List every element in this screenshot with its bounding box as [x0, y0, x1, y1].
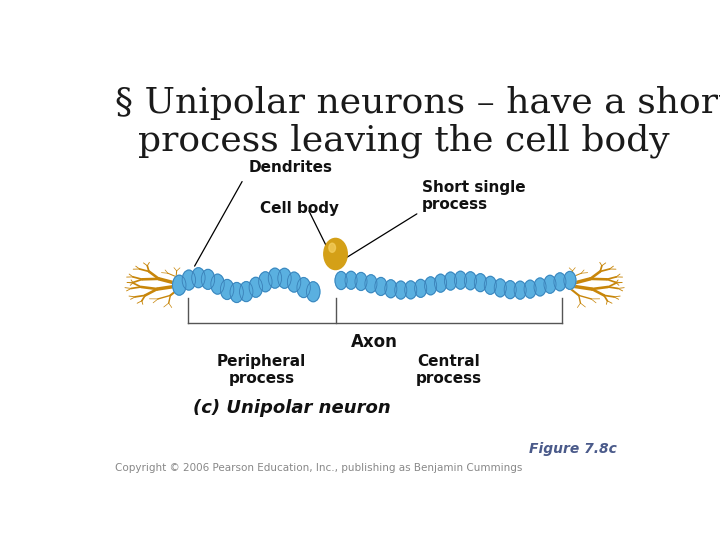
Ellipse shape	[355, 273, 367, 291]
Ellipse shape	[307, 282, 320, 302]
Ellipse shape	[485, 276, 496, 294]
Ellipse shape	[329, 243, 336, 252]
Ellipse shape	[384, 280, 397, 298]
Ellipse shape	[405, 281, 417, 299]
Ellipse shape	[474, 274, 487, 292]
Ellipse shape	[324, 238, 347, 269]
Ellipse shape	[173, 275, 186, 295]
Ellipse shape	[554, 273, 566, 291]
Ellipse shape	[415, 279, 427, 298]
Ellipse shape	[240, 282, 253, 301]
Ellipse shape	[345, 271, 357, 289]
Text: process leaving the cell body: process leaving the cell body	[115, 123, 670, 158]
Ellipse shape	[534, 278, 546, 296]
Ellipse shape	[564, 272, 576, 289]
Ellipse shape	[365, 275, 377, 293]
Ellipse shape	[258, 272, 272, 292]
Ellipse shape	[192, 268, 205, 288]
Text: Short single
process: Short single process	[422, 180, 526, 212]
Ellipse shape	[269, 268, 282, 288]
Ellipse shape	[464, 272, 477, 290]
Ellipse shape	[494, 279, 506, 297]
Text: Copyright © 2006 Pearson Education, Inc., publishing as Benjamin Cummings: Copyright © 2006 Pearson Education, Inc.…	[115, 463, 523, 473]
Text: (c) Unipolar neuron: (c) Unipolar neuron	[193, 399, 391, 417]
Text: Figure 7.8c: Figure 7.8c	[529, 442, 617, 456]
Text: Cell body: Cell body	[260, 201, 339, 216]
Text: Axon: Axon	[351, 333, 398, 351]
Ellipse shape	[297, 278, 310, 298]
Ellipse shape	[375, 278, 387, 295]
Ellipse shape	[504, 281, 516, 299]
Ellipse shape	[425, 277, 436, 295]
Ellipse shape	[395, 281, 407, 299]
Ellipse shape	[202, 269, 215, 289]
Ellipse shape	[335, 272, 347, 289]
Ellipse shape	[182, 270, 196, 290]
Ellipse shape	[220, 280, 234, 300]
Ellipse shape	[211, 274, 224, 294]
Ellipse shape	[435, 274, 446, 292]
Ellipse shape	[524, 280, 536, 298]
Text: § Unipolar neurons – have a short single: § Unipolar neurons – have a short single	[115, 85, 720, 120]
Ellipse shape	[230, 282, 243, 302]
Ellipse shape	[454, 271, 467, 289]
Ellipse shape	[544, 275, 556, 293]
Ellipse shape	[287, 272, 301, 292]
Ellipse shape	[514, 281, 526, 299]
Ellipse shape	[278, 268, 291, 288]
Text: Central
process: Central process	[415, 354, 482, 386]
Text: Peripheral
process: Peripheral process	[217, 354, 306, 386]
Ellipse shape	[444, 272, 456, 290]
Text: Dendrites: Dendrites	[249, 160, 333, 175]
Ellipse shape	[249, 277, 263, 297]
